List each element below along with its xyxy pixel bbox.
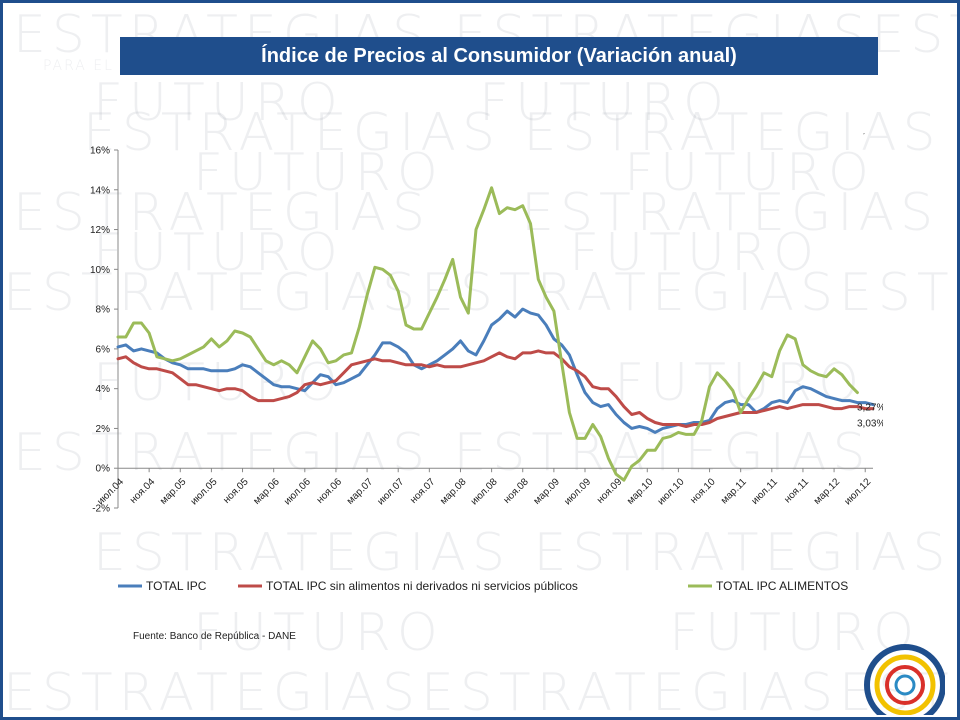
x-tick-label: июл.06	[282, 476, 313, 507]
y-tick-label: 4%	[96, 384, 111, 395]
series-line-ipc-sin-alimentos	[116, 349, 875, 428]
data-label: 3,03%	[857, 419, 883, 430]
y-tick-label: 2%	[96, 424, 111, 435]
y-tick-label: 14%	[90, 185, 110, 196]
x-tick-label: июл.09	[562, 476, 593, 507]
legend-label: TOTAL IPC	[146, 579, 207, 593]
y-tick-label: 6%	[96, 344, 111, 355]
x-tick-label: ноя.11	[782, 476, 811, 505]
x-tick-label: мар.10	[625, 476, 656, 507]
x-tick-label: мар.09	[532, 476, 563, 507]
x-tick-label: ноя.10	[688, 476, 718, 506]
x-tick-label: мар.11	[719, 476, 749, 506]
series-line-total-ipc	[116, 307, 875, 434]
slide-title: Índice de Precios al Consumidor (Variaci…	[120, 37, 878, 75]
x-tick-label: июл.07	[375, 476, 406, 507]
x-tick-label: ноя.09	[595, 476, 625, 506]
foundation-logo	[864, 644, 945, 715]
data-label: 3,27%	[857, 403, 883, 414]
legend-label: TOTAL IPC ALIMENTOS	[716, 579, 848, 593]
x-tick-label: мар.07	[345, 476, 376, 507]
x-tick-label: ноя.05	[221, 476, 251, 506]
x-tick-label: ноя.04	[128, 476, 158, 506]
x-tick-label: ноя.06	[315, 476, 345, 506]
y-tick-label: 16%	[90, 146, 110, 157]
x-tick-label: июл.08	[469, 476, 500, 507]
x-tick-label: мар.05	[158, 476, 189, 507]
source-note: Fuente: Banco de República - DANE	[133, 631, 296, 642]
series-line-ipc-alimentos	[116, 186, 859, 482]
x-tick-label: мар.08	[438, 476, 469, 507]
x-tick-label: июл.12	[843, 476, 874, 507]
x-tick-label: июл.05	[189, 476, 220, 507]
x-tick-label: ноя.08	[502, 476, 532, 506]
x-tick-label: мар.12	[812, 476, 843, 507]
x-tick-label: июл.04	[95, 476, 126, 507]
data-label: 3,79%	[857, 133, 883, 136]
x-tick-label: мар.06	[251, 476, 282, 507]
y-tick-label: 12%	[90, 225, 110, 236]
x-tick-label: ноя.07	[408, 476, 438, 506]
line-chart: -2%0%2%4%6%8%10%12%14%16%июл.04 ноя.04 мар…	[90, 133, 883, 593]
y-tick-label: 8%	[96, 305, 111, 316]
y-tick-label: 10%	[90, 265, 110, 276]
x-tick-label: июл.11	[750, 476, 781, 507]
y-tick-label: -2%	[92, 504, 110, 515]
y-tick-label: 0%	[96, 464, 111, 475]
x-tick-label: июл.10	[656, 476, 687, 507]
legend-label: TOTAL IPC sin alimentos ni derivados ni …	[266, 579, 578, 593]
